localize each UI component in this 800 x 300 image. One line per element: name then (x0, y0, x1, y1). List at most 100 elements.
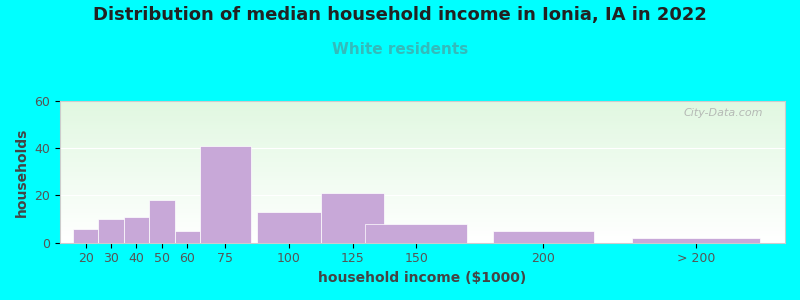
Bar (60, 103, 785, 104)
Bar (60, 155, 785, 156)
Bar (60, 226, 785, 227)
Bar (60, 161, 785, 162)
Bar (60, 136, 785, 137)
Bar (60, 221, 785, 222)
Bar (60, 102, 785, 103)
X-axis label: household income ($1000): household income ($1000) (318, 271, 526, 285)
Bar (60, 123, 785, 124)
Bar (60, 140, 785, 141)
Bar (60, 159, 785, 160)
Bar (60, 241, 785, 242)
Bar (60, 105, 785, 106)
Bar (60, 112, 785, 113)
Bar (60, 148, 785, 149)
Bar (60, 152, 785, 153)
Bar (60, 147, 785, 148)
Bar (60, 203, 785, 204)
Bar (60, 201, 785, 202)
Bar (60, 235, 785, 236)
Bar (60, 158, 785, 159)
Bar (60, 193, 785, 194)
Bar (60, 111, 785, 112)
Text: White residents: White residents (332, 42, 468, 57)
Bar (60, 169, 785, 170)
Bar (60, 214, 785, 215)
Bar (60, 227, 785, 228)
Bar (60, 127, 785, 128)
Bar (174, 231, 200, 243)
Bar (60, 220, 785, 221)
Bar (60, 211, 785, 212)
Bar (60, 157, 785, 158)
Bar (60, 239, 785, 240)
Bar (60, 172, 785, 173)
Bar (60, 167, 785, 168)
Bar (60, 186, 785, 187)
Bar (60, 109, 785, 110)
Bar (60, 198, 785, 199)
Bar (60, 119, 785, 120)
Bar (60, 139, 785, 140)
Bar (493, 231, 594, 243)
Bar (60, 179, 785, 180)
Text: Distribution of median household income in Ionia, IA in 2022: Distribution of median household income … (93, 6, 707, 24)
Bar (60, 242, 785, 243)
Bar (60, 229, 785, 230)
Bar (60, 194, 785, 196)
Bar (60, 217, 785, 218)
Bar (60, 188, 785, 189)
Bar (60, 236, 785, 237)
Bar (60, 171, 785, 172)
Bar (60, 216, 785, 217)
Bar (60, 106, 785, 107)
Bar (149, 200, 174, 243)
Bar (60, 162, 785, 164)
Bar (60, 128, 785, 129)
Bar (60, 178, 785, 179)
Bar (60, 175, 785, 176)
Y-axis label: households: households (15, 127, 29, 217)
Bar (60, 120, 785, 121)
Bar (200, 146, 251, 243)
Bar (60, 190, 785, 191)
Bar (60, 196, 785, 197)
Bar (60, 173, 785, 174)
Bar (60, 181, 785, 182)
Bar (60, 145, 785, 146)
Bar (60, 228, 785, 229)
Bar (60, 118, 785, 119)
Bar (60, 129, 785, 130)
Bar (60, 209, 785, 210)
Bar (60, 143, 785, 145)
Bar (60, 115, 785, 116)
Bar (60, 137, 785, 138)
Bar (60, 174, 785, 175)
Bar (60, 149, 785, 150)
Bar (60, 170, 785, 171)
Bar (60, 219, 785, 220)
Bar (60, 234, 785, 235)
Bar (60, 110, 785, 111)
Bar (60, 176, 785, 177)
Bar (60, 207, 785, 208)
Bar (60, 233, 785, 234)
Bar (60, 205, 785, 206)
Bar (60, 206, 785, 207)
Bar (60, 213, 785, 214)
Bar (60, 202, 785, 203)
Bar (60, 212, 785, 213)
Bar (60, 225, 785, 226)
Bar (60, 130, 785, 131)
Bar (60, 187, 785, 188)
Bar (60, 117, 785, 118)
Bar (60, 215, 785, 216)
Bar (60, 124, 785, 126)
Bar (60, 184, 785, 185)
Bar (60, 138, 785, 139)
Bar (60, 223, 785, 224)
Bar (60, 210, 785, 211)
Bar (73, 229, 98, 243)
Bar (60, 166, 785, 167)
Bar (60, 197, 785, 198)
Bar (60, 180, 785, 181)
